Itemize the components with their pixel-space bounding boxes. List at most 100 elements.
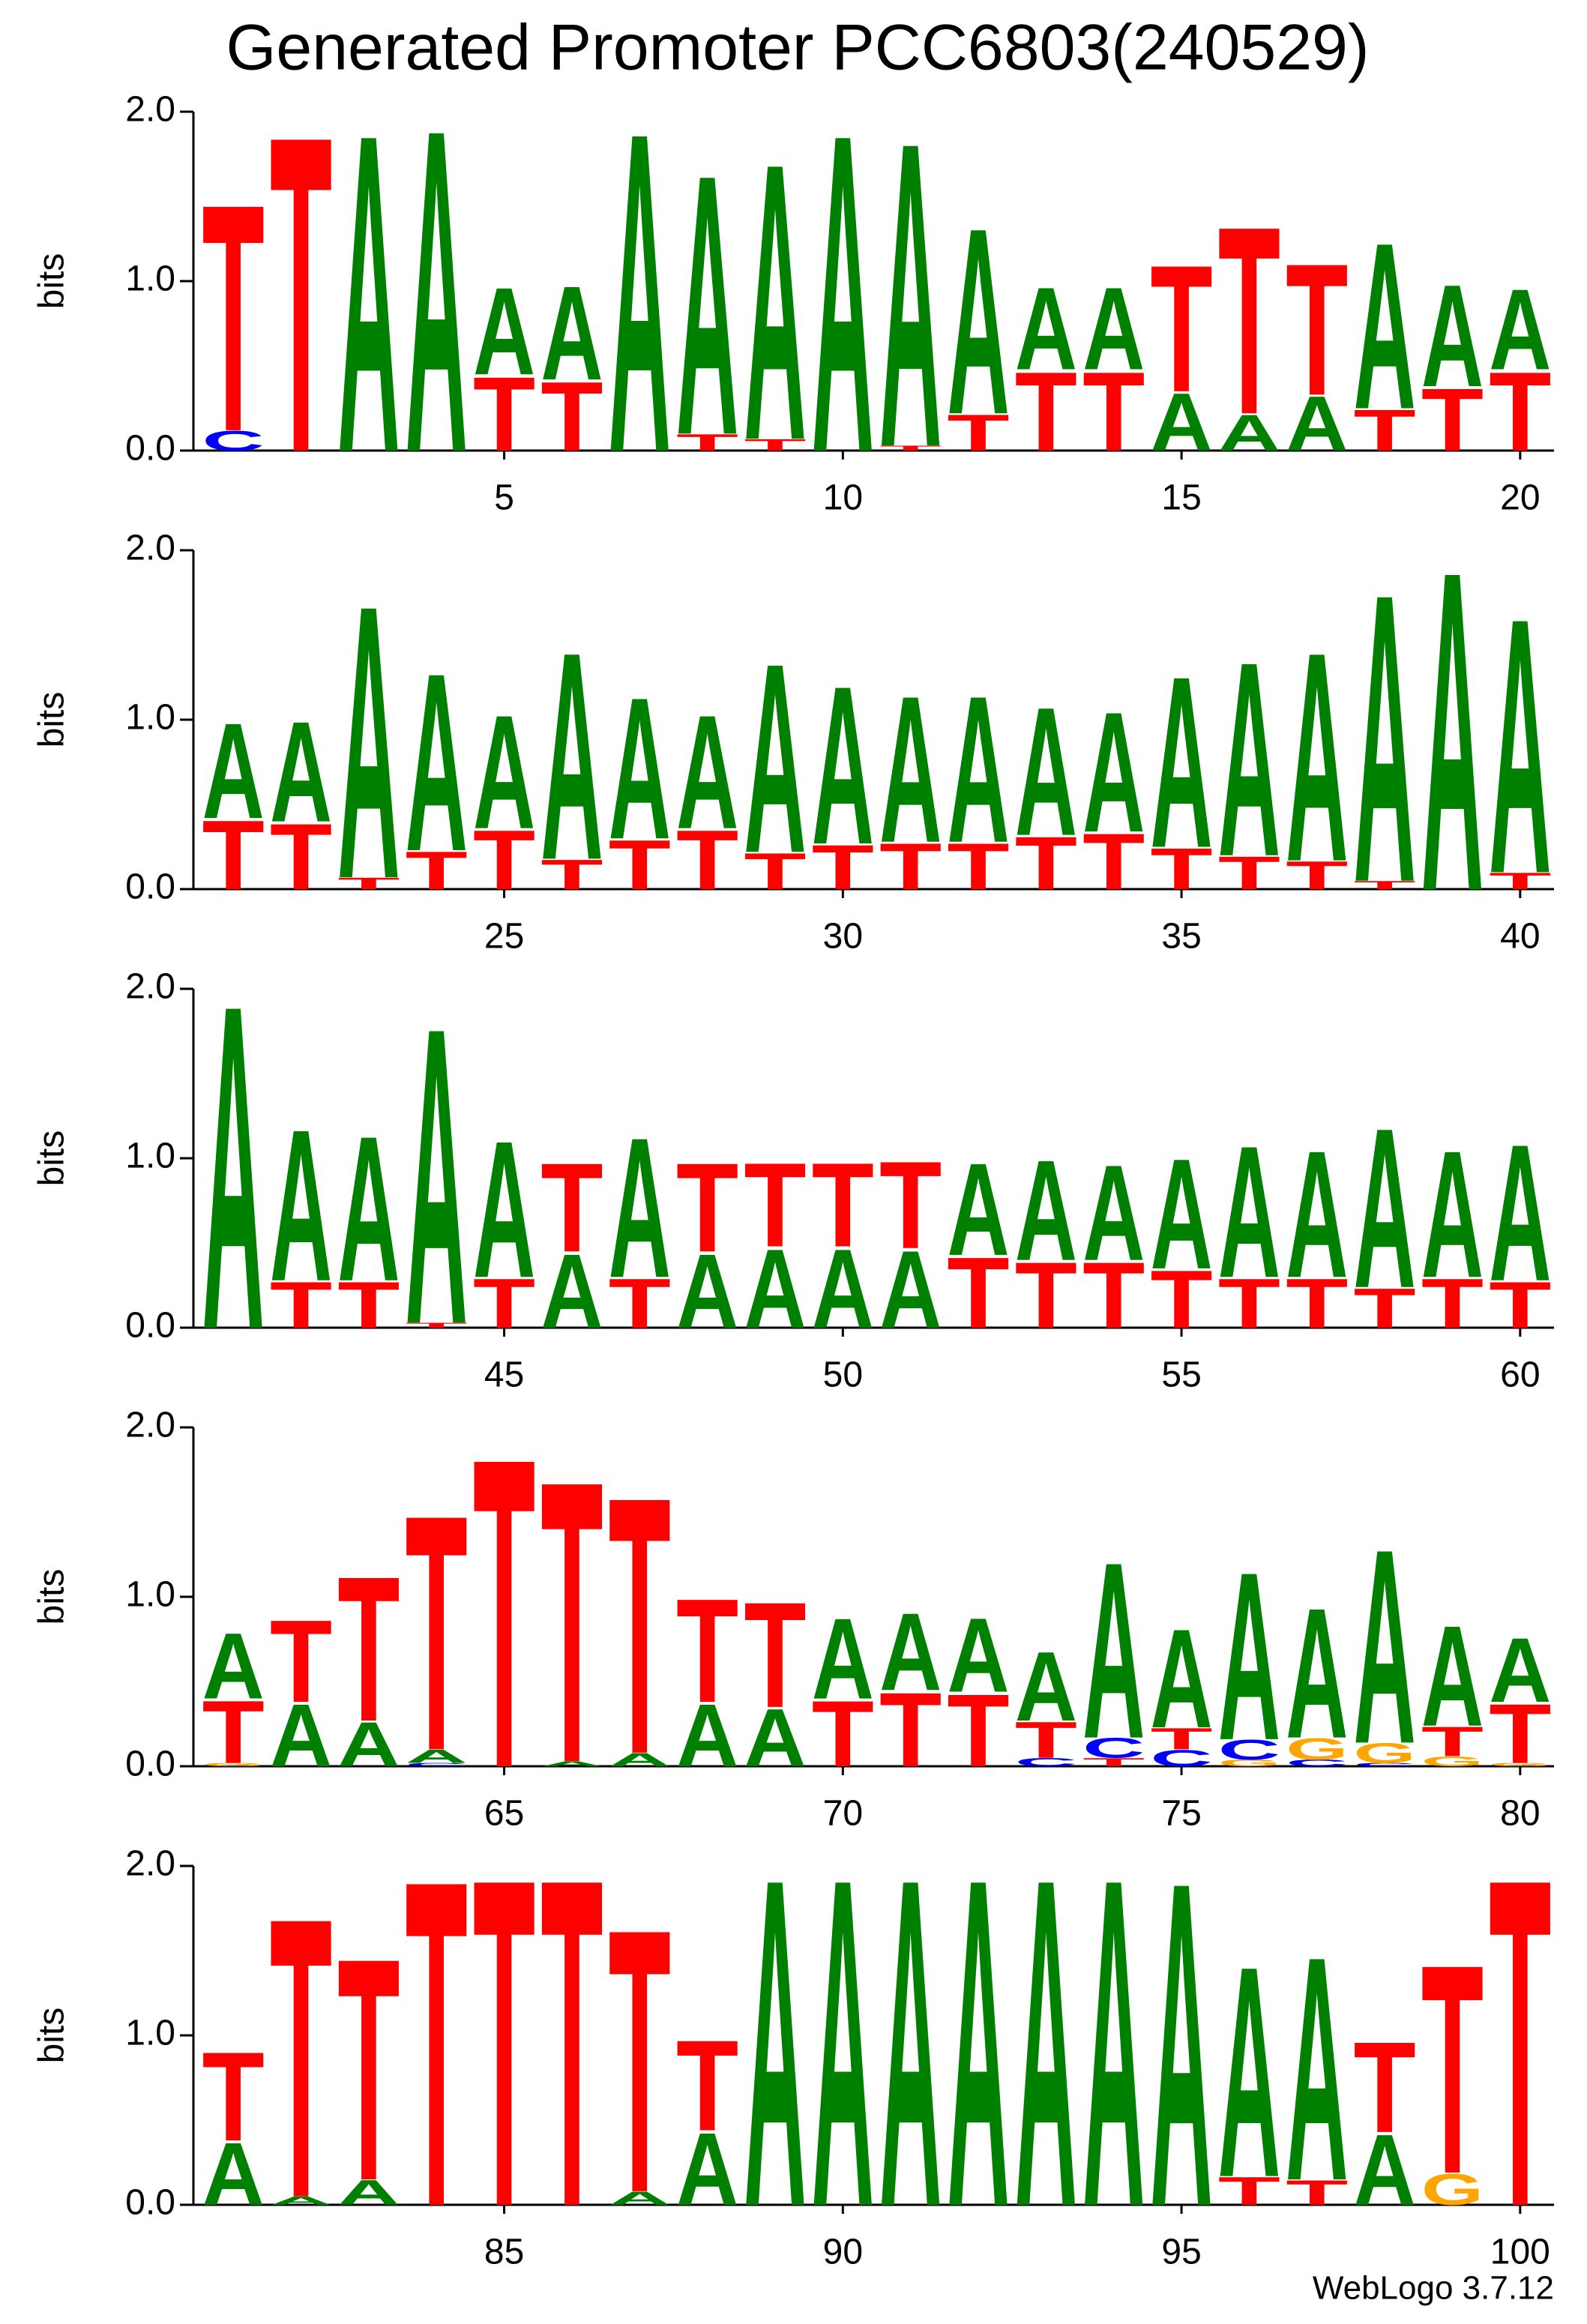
letter: T	[812, 1682, 874, 1786]
letter: C	[1151, 1745, 1213, 1771]
x-tick-label: 20	[1500, 478, 1540, 518]
letter: T	[1286, 1264, 1348, 1343]
letter: A	[337, 1709, 400, 1780]
y-axis-label: bits	[32, 1569, 72, 1625]
y-axis-label: bits	[32, 253, 72, 310]
letter: T	[676, 812, 738, 907]
letter: A	[1421, 1597, 1484, 1756]
y-tick-label: 2.0	[125, 967, 175, 1007]
letter: T	[676, 2013, 738, 2158]
letter: A	[1151, 626, 1213, 900]
letter: A	[1354, 2113, 1416, 2227]
letter: T	[1489, 1268, 1551, 1342]
letter: A	[540, 591, 603, 922]
letter: A	[1218, 1107, 1280, 1317]
letter: T	[473, 355, 535, 473]
letter: A	[270, 1084, 332, 1326]
letter: A	[202, 2125, 265, 2224]
y-tick-label: 2.0	[125, 90, 175, 130]
letter: T	[202, 2026, 265, 2168]
x-tick-label: 15	[1161, 478, 1201, 518]
x-tick-label: 80	[1500, 1794, 1540, 1834]
letter: T	[270, 1834, 332, 2281]
letter: A	[406, 939, 468, 1412]
letter: A	[1218, 1523, 1280, 1791]
letter: A	[473, 262, 535, 401]
letter: T	[676, 1137, 738, 1279]
letter: A	[1082, 1780, 1145, 2304]
letter: A	[1286, 1571, 1348, 1778]
letter: A	[676, 2111, 738, 2227]
x-tick-label: 30	[823, 917, 863, 957]
letter: A	[1218, 1904, 1280, 2241]
letter: C	[1082, 1733, 1145, 1764]
letter: T	[1015, 349, 1077, 475]
letter: A	[744, 1226, 806, 1352]
x-tick-label: 25	[484, 917, 524, 957]
letter: T	[1489, 868, 1551, 894]
letter: T	[1015, 1712, 1077, 1769]
letter: A	[879, 1228, 942, 1352]
y-tick-label: 0.0	[125, 867, 175, 907]
y-tick-label: 2.0	[125, 1406, 175, 1445]
y-axis-label: bits	[32, 1131, 72, 1187]
letter: T	[1286, 2173, 1348, 2212]
letter: A	[609, 657, 671, 882]
letter: A	[1421, 477, 1484, 987]
letter: T	[879, 830, 942, 903]
letter: T	[812, 831, 874, 903]
letter: A	[1286, 1114, 1348, 1316]
letter: T	[473, 1366, 535, 1861]
letter: A	[1489, 543, 1551, 950]
y-axis-label: bits	[32, 2008, 72, 2064]
letter: A	[202, 1614, 265, 1719]
letter: A	[1151, 1600, 1213, 1757]
x-tick-label: 100	[1490, 2233, 1550, 2272]
letter: T	[1489, 1780, 1551, 2304]
letter: T	[744, 1571, 806, 1739]
letter: A	[540, 1760, 603, 1768]
letter: T	[609, 1264, 671, 1343]
letter: A	[1489, 266, 1551, 394]
letter: T	[879, 1670, 942, 1789]
letter: A	[1015, 1780, 1077, 2304]
letter: T	[744, 1139, 806, 1273]
letter: A	[676, 1686, 738, 1786]
x-tick-label: 95	[1161, 2233, 1201, 2272]
letter: T	[473, 1264, 535, 1343]
letter: A	[406, 34, 468, 549]
letter: T	[202, 1682, 265, 1782]
letter: T	[1151, 837, 1213, 902]
letter: T	[270, 42, 332, 547]
letter: A	[1015, 669, 1077, 874]
letter: A	[1082, 1510, 1145, 1791]
letter: A	[947, 1595, 1009, 1714]
letter: T	[609, 825, 671, 905]
letter: A	[1489, 1103, 1551, 1322]
letter: T	[540, 1137, 603, 1279]
letter: T	[202, 800, 265, 911]
letter: A	[947, 1137, 1009, 1283]
letter: A	[1082, 1137, 1145, 1289]
letter: T	[676, 430, 738, 456]
letter: G	[1489, 1762, 1551, 1767]
letter: C	[406, 1762, 468, 1767]
y-axis-label: bits	[32, 692, 72, 748]
y-tick-label: 1.0	[125, 259, 175, 299]
letter: T	[406, 1784, 468, 2305]
letter: A	[744, 1693, 806, 1784]
letter: T	[1151, 229, 1213, 430]
letter: T	[473, 1780, 535, 2304]
x-tick-label: 50	[823, 1355, 863, 1395]
letter: A	[1286, 1889, 1348, 2248]
letter: T	[1082, 1243, 1145, 1348]
letter: T	[879, 445, 942, 452]
letter: A	[812, 639, 874, 892]
letter: A	[473, 681, 535, 863]
x-tick-label: 70	[823, 1794, 863, 1834]
letter: T	[1151, 1254, 1213, 1346]
letter: T	[1286, 224, 1348, 435]
letter: A	[202, 908, 265, 1426]
letter: A	[1286, 590, 1348, 924]
letter: A	[744, 1780, 806, 2304]
